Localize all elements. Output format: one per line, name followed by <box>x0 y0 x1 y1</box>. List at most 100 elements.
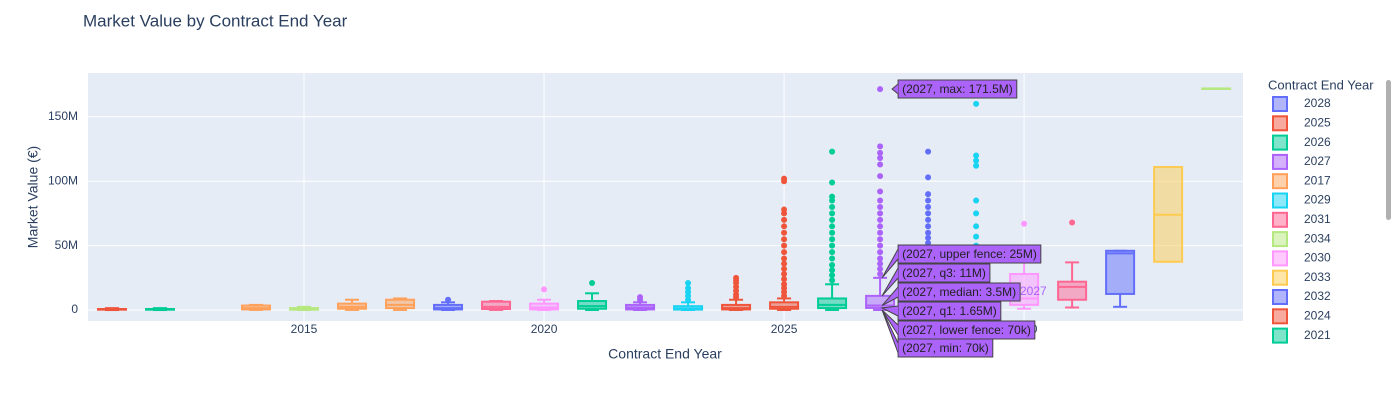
hover-label: (2027, min: 70k) <box>881 309 994 358</box>
hover-layer: (2027, max: 171.5M) (2027, upper fence: 2… <box>880 79 1047 358</box>
legend-swatch <box>1272 269 1288 286</box>
outlier <box>877 197 884 204</box>
outlier <box>877 223 884 230</box>
box-trace <box>1057 219 1088 309</box>
legend-item[interactable]: 2028 <box>1272 96 1331 112</box>
legend-item[interactable]: 2017 <box>1272 173 1331 190</box>
legend-item[interactable]: 2024 <box>1272 308 1331 325</box>
outlier <box>829 210 836 217</box>
legend-item[interactable]: 2027 <box>1272 153 1331 170</box>
hover-text: (2027, q1: 1.65M) <box>902 304 997 318</box>
outlier <box>877 149 884 156</box>
outlier <box>685 285 692 292</box>
outlier <box>925 210 932 217</box>
hover-pointer <box>880 305 899 317</box>
outlier <box>973 162 980 169</box>
outlier <box>925 234 932 241</box>
hover-label: (2027, median: 3.5M) <box>881 282 1021 306</box>
outlier <box>781 236 788 243</box>
legend-swatch <box>1272 153 1288 170</box>
outlier <box>877 236 884 243</box>
box-trace <box>97 307 128 312</box>
legend-swatch <box>1272 192 1288 209</box>
outlier <box>877 155 884 162</box>
outlier <box>781 242 788 249</box>
legend[interactable]: Contract End Year 2028 2025 2026 2027 2017 202… <box>1268 77 1374 344</box>
box-trace <box>481 300 512 311</box>
outlier <box>781 206 788 213</box>
legend-scrollbar[interactable] <box>1386 80 1391 220</box>
y-tick-label: 100M <box>48 173 78 187</box>
outlier <box>877 270 884 277</box>
legend-swatch <box>1272 211 1288 228</box>
box-trace <box>865 86 896 311</box>
legend-item[interactable]: 2034 <box>1272 231 1331 248</box>
y-tick-label: 50M <box>55 238 78 252</box>
outlier <box>925 223 932 230</box>
legend-label: 2030 <box>1304 251 1331 265</box>
legend-label: 2032 <box>1304 289 1331 303</box>
outlier <box>877 229 884 236</box>
legend-item[interactable]: 2029 <box>1272 192 1331 209</box>
outlier <box>781 260 788 267</box>
legend-label: 2027 <box>1304 154 1331 168</box>
box <box>769 301 800 310</box>
outlier <box>877 216 884 223</box>
box-trace <box>433 296 464 311</box>
hover-pointer <box>891 83 899 95</box>
legend-swatch <box>1272 250 1288 267</box>
outlier <box>781 281 788 288</box>
legend-label: 2033 <box>1304 270 1331 284</box>
legend-item[interactable]: 2033 <box>1272 269 1331 286</box>
outlier <box>781 276 788 283</box>
legend-swatch <box>1272 289 1288 305</box>
box <box>481 300 512 311</box>
y-tick-label: 0 <box>71 302 78 316</box>
outlier <box>925 197 932 204</box>
legend-swatch <box>1272 327 1288 344</box>
outlier <box>925 216 932 223</box>
legend-label: 2026 <box>1304 135 1331 149</box>
outlier <box>781 229 788 236</box>
hover-text: (2027, q3: 11M) <box>902 266 986 280</box>
outlier <box>733 274 740 281</box>
outlier <box>877 255 884 262</box>
hover-label: (2027, q3: 11M) <box>881 263 991 297</box>
legend-item[interactable]: 2026 <box>1272 134 1331 151</box>
outlier <box>829 277 836 284</box>
box-trace <box>1201 87 1232 90</box>
hover-trace-name: 2027 <box>1020 284 1047 298</box>
hover-text: (2027, upper fence: 25M) <box>902 247 1037 261</box>
box-trace <box>577 279 608 311</box>
outlier <box>829 216 836 223</box>
outlier <box>925 229 932 236</box>
outlier <box>973 100 980 107</box>
legend-swatch <box>1272 134 1288 151</box>
outlier <box>925 203 932 210</box>
x-tick-label: 2020 <box>531 322 558 336</box>
legend-item[interactable]: 2021 <box>1272 327 1331 344</box>
outlier <box>1021 220 1028 227</box>
hover-text: (2027, median: 3.5M) <box>902 285 1016 299</box>
outlier <box>925 174 932 181</box>
legend-swatch <box>1272 308 1288 325</box>
box <box>577 300 608 310</box>
outlier <box>973 157 980 164</box>
outlier <box>877 188 884 195</box>
outlier <box>589 279 596 286</box>
box-trace <box>385 297 416 311</box>
chart-title: Market Value by Contract End Year <box>83 11 348 30</box>
legend-label: 2025 <box>1304 115 1331 129</box>
box <box>817 297 848 310</box>
hover-label: (2027, q1: 1.65M) <box>880 301 1002 321</box>
outlier <box>1069 219 1076 226</box>
legend-item[interactable]: 2025 <box>1272 115 1331 132</box>
hover-label: (2027, upper fence: 25M) <box>881 244 1042 279</box>
outlier <box>973 233 980 240</box>
x-tick-label: 2015 <box>291 322 318 336</box>
legend-item[interactable]: 2030 <box>1272 250 1331 267</box>
legend-swatch <box>1272 173 1288 190</box>
outlier <box>877 173 884 180</box>
legend-item[interactable]: 2031 <box>1272 211 1331 228</box>
legend-item[interactable]: 2032 <box>1272 289 1331 305</box>
